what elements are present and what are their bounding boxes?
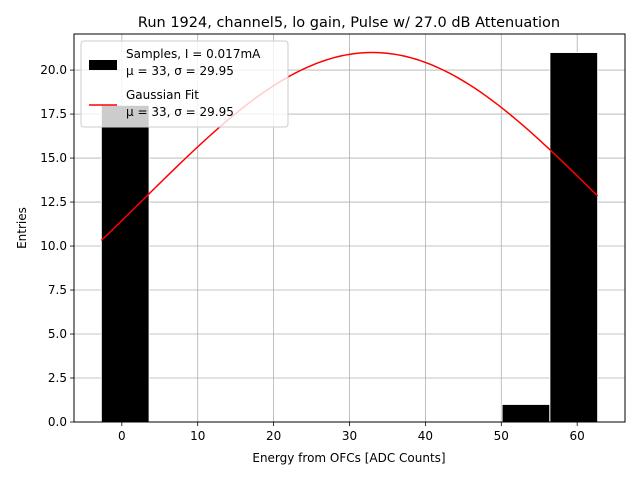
y-tick-label: 20.0 (40, 63, 67, 77)
y-tick-label: 10.0 (40, 239, 67, 253)
legend-detail-samples: μ = 33, σ = 29.95 (126, 64, 234, 78)
histogram-bar (100, 104, 150, 423)
x-tick-label: 40 (418, 429, 433, 443)
y-tick-label: 5.0 (48, 327, 67, 341)
gaussian-fit-line (100, 51, 599, 241)
y-axis-title: Entries (15, 207, 29, 249)
y-tick-label: 7.5 (48, 283, 67, 297)
legend: Samples, I = 0.017mA μ = 33, σ = 29.95 G… (80, 40, 289, 128)
y-axis: 0.0 2.5 5.0 7.5 10.0 12.5 15.0 17.5 20.0 (40, 63, 74, 429)
x-axis: 0 10 20 30 40 50 60 (118, 422, 585, 443)
y-tick-label: 2.5 (48, 371, 67, 385)
histogram-bar (501, 403, 551, 423)
x-tick-label: 30 (342, 429, 357, 443)
x-tick-label: 60 (570, 429, 585, 443)
x-axis-title: Energy from OFCs [ADC Counts] (252, 451, 445, 465)
x-tick-label: 20 (266, 429, 281, 443)
x-tick-label: 50 (494, 429, 509, 443)
legend-swatch-samples (89, 60, 117, 70)
y-tick-label: 15.0 (40, 151, 67, 165)
y-tick-label: 12.5 (40, 195, 67, 209)
x-tick-label: 0 (118, 429, 126, 443)
legend-box (80, 40, 289, 128)
histogram-bar (549, 51, 599, 423)
legend-label-fit: Gaussian Fit (126, 88, 199, 102)
y-tick-label: 0.0 (48, 415, 67, 429)
y-tick-label: 17.5 (40, 107, 67, 121)
legend-detail-fit: μ = 33, σ = 29.95 (126, 105, 234, 119)
fit-series (100, 51, 599, 241)
legend-label-samples: Samples, I = 0.017mA (126, 47, 261, 61)
chart-title: Run 1924, channel5, lo gain, Pulse w/ 27… (138, 15, 560, 31)
x-tick-label: 10 (190, 429, 205, 443)
